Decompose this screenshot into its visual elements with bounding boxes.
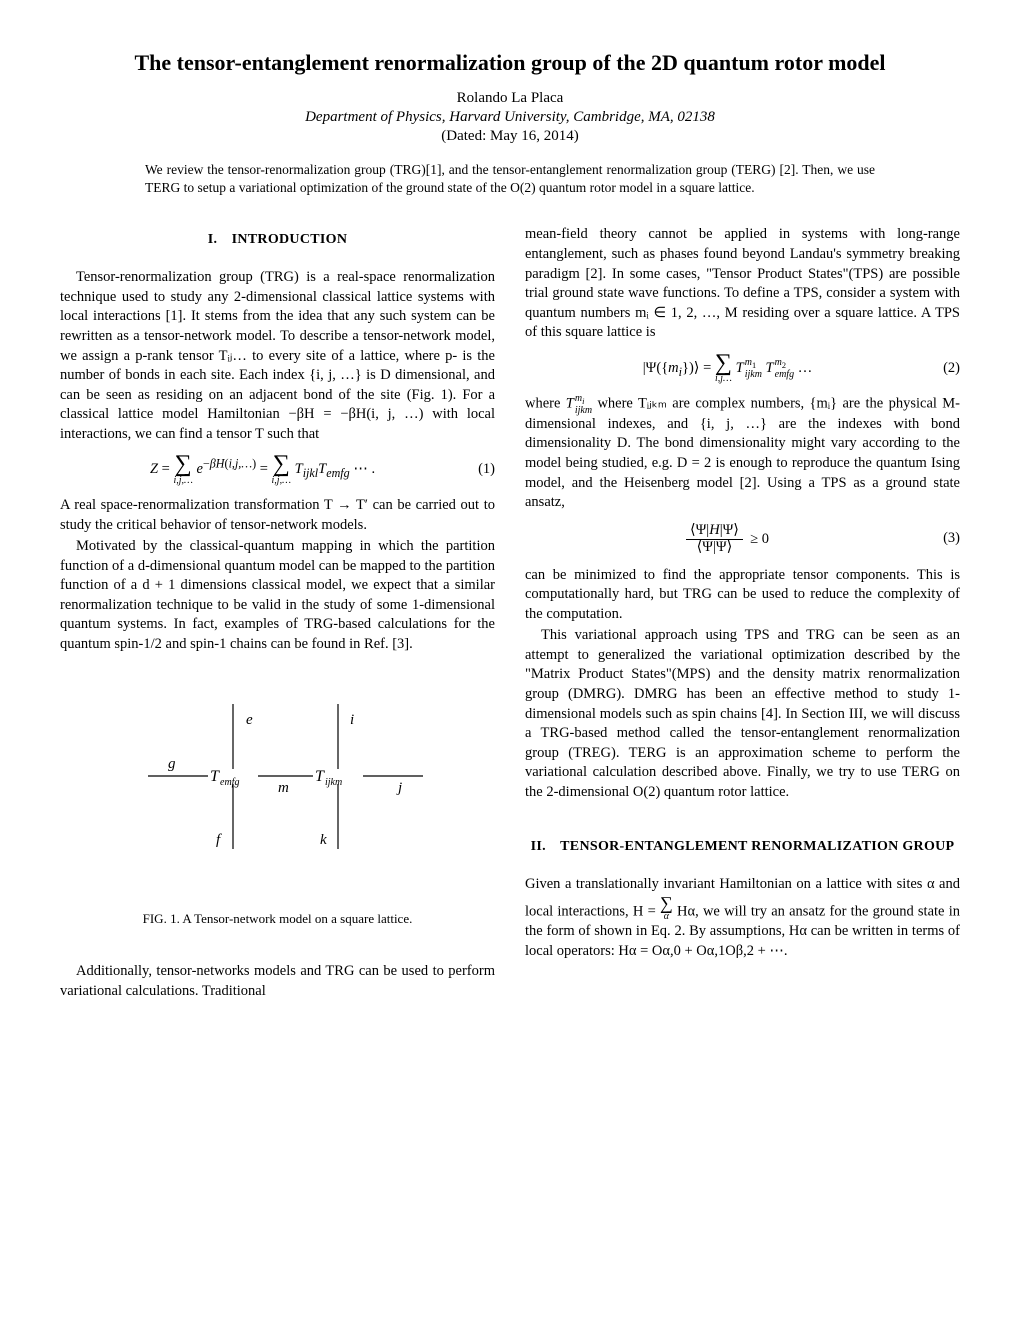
equation-1-number: (1) bbox=[465, 460, 495, 480]
fig-label-i: i bbox=[350, 712, 354, 728]
fig-label-j: j bbox=[396, 780, 402, 796]
equation-3-number: (3) bbox=[930, 529, 960, 549]
fig-label-k: k bbox=[320, 832, 327, 848]
fig-label-f: f bbox=[216, 832, 222, 848]
col2-para1: mean-field theory cannot be applied in s… bbox=[525, 225, 960, 342]
equation-2-number: (2) bbox=[930, 359, 960, 379]
right-column: mean-field theory cannot be applied in s… bbox=[525, 225, 960, 1003]
col2-para4: This variational approach using TPS and … bbox=[525, 626, 960, 802]
author-line: Rolando La Placa bbox=[60, 90, 960, 107]
sec1-para4: Additionally, tensor-networks models and… bbox=[60, 962, 495, 1001]
left-column: I. INTRODUCTION Tensor-renormalization g… bbox=[60, 225, 495, 1003]
date-line: (Dated: May 16, 2014) bbox=[60, 128, 960, 145]
fig-label-e: e bbox=[246, 712, 253, 728]
sec1-para3: Motivated by the classical-quantum mappi… bbox=[60, 537, 495, 654]
equation-3: ⟨Ψ|H|Ψ⟩ ⟨Ψ|Ψ⟩ ≥ 0 (3) bbox=[525, 523, 960, 556]
figure-1: e i g T emfg m T ijkm j f k FIG. 1. A Te… bbox=[60, 684, 495, 928]
figure-1-caption: FIG. 1. A Tensor-network model on a squa… bbox=[60, 910, 495, 928]
equation-3-body: ⟨Ψ|H|Ψ⟩ ⟨Ψ|Ψ⟩ ≥ 0 bbox=[525, 523, 930, 556]
fig-label-temfg-t: T bbox=[210, 768, 220, 785]
equation-1-body: Z = ∑i,j,… e−βH(i,j,…) = ∑i,j,… TijklTem… bbox=[60, 454, 465, 486]
col2-para3: can be minimized to find the appropriate… bbox=[525, 566, 960, 625]
figure-1-svg: e i g T emfg m T ijkm j f k bbox=[128, 684, 428, 874]
sec2-para1: Given a translationally invariant Hamilt… bbox=[525, 875, 960, 961]
equation-2: |Ψ({mi})⟩ = ∑i,j… Tm1ijkm Tm2emfg … (2) bbox=[525, 353, 960, 385]
page-title: The tensor-entanglement renormalization … bbox=[60, 50, 960, 76]
affiliation-line: Department of Physics, Harvard Universit… bbox=[60, 109, 960, 126]
fig-label-g: g bbox=[168, 756, 176, 772]
equation-1: Z = ∑i,j,… e−βH(i,j,…) = ∑i,j,… TijklTem… bbox=[60, 454, 495, 486]
section-1-heading: I. INTRODUCTION bbox=[60, 231, 495, 250]
two-column-layout: I. INTRODUCTION Tensor-renormalization g… bbox=[60, 225, 960, 1003]
col2-para2: where Tmiijkm where Tᵢⱼₖₘ are complex nu… bbox=[525, 394, 960, 512]
sec1-para2: A real space-renormalization transformat… bbox=[60, 496, 495, 535]
fig-label-tijkm-sub: ijkm bbox=[325, 777, 342, 788]
fig-label-m: m bbox=[278, 780, 289, 796]
abstract-block: We review the tensor-renormalization gro… bbox=[145, 161, 875, 197]
equation-2-body: |Ψ({mi})⟩ = ∑i,j… Tm1ijkm Tm2emfg … bbox=[525, 353, 930, 385]
sec1-para1: Tensor-renormalization group (TRG) is a … bbox=[60, 268, 495, 444]
section-2-heading: II. TENSOR-ENTANGLEMENT RENORMALIZATION … bbox=[525, 838, 960, 857]
fig-label-temfg-sub: emfg bbox=[220, 777, 239, 788]
fig-label-tijkm-t: T bbox=[315, 768, 325, 785]
